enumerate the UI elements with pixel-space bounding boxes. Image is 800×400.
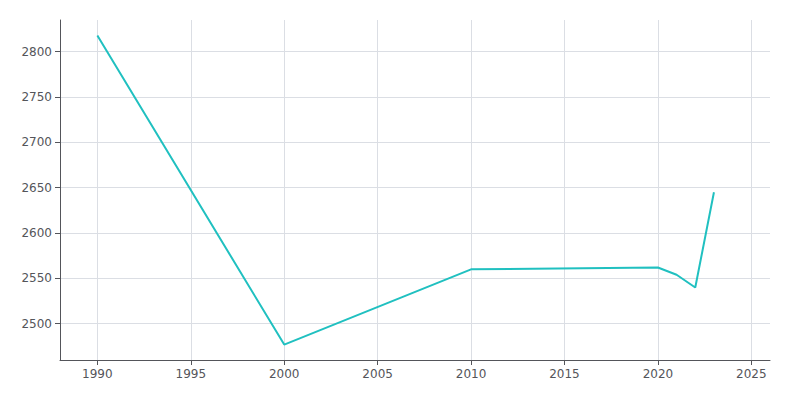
svg-text:1990: 1990 xyxy=(82,367,113,381)
svg-text:2000: 2000 xyxy=(269,367,300,381)
svg-text:2015: 2015 xyxy=(549,367,580,381)
svg-text:2025: 2025 xyxy=(736,367,767,381)
svg-text:2700: 2700 xyxy=(21,135,52,149)
svg-text:2020: 2020 xyxy=(643,367,674,381)
svg-text:2550: 2550 xyxy=(21,271,52,285)
svg-text:2500: 2500 xyxy=(21,317,52,331)
svg-text:2010: 2010 xyxy=(456,367,487,381)
svg-text:2005: 2005 xyxy=(362,367,393,381)
svg-text:2750: 2750 xyxy=(21,90,52,104)
svg-text:2800: 2800 xyxy=(21,45,52,59)
svg-text:1995: 1995 xyxy=(176,367,207,381)
svg-text:2650: 2650 xyxy=(21,181,52,195)
svg-text:2600: 2600 xyxy=(21,226,52,240)
